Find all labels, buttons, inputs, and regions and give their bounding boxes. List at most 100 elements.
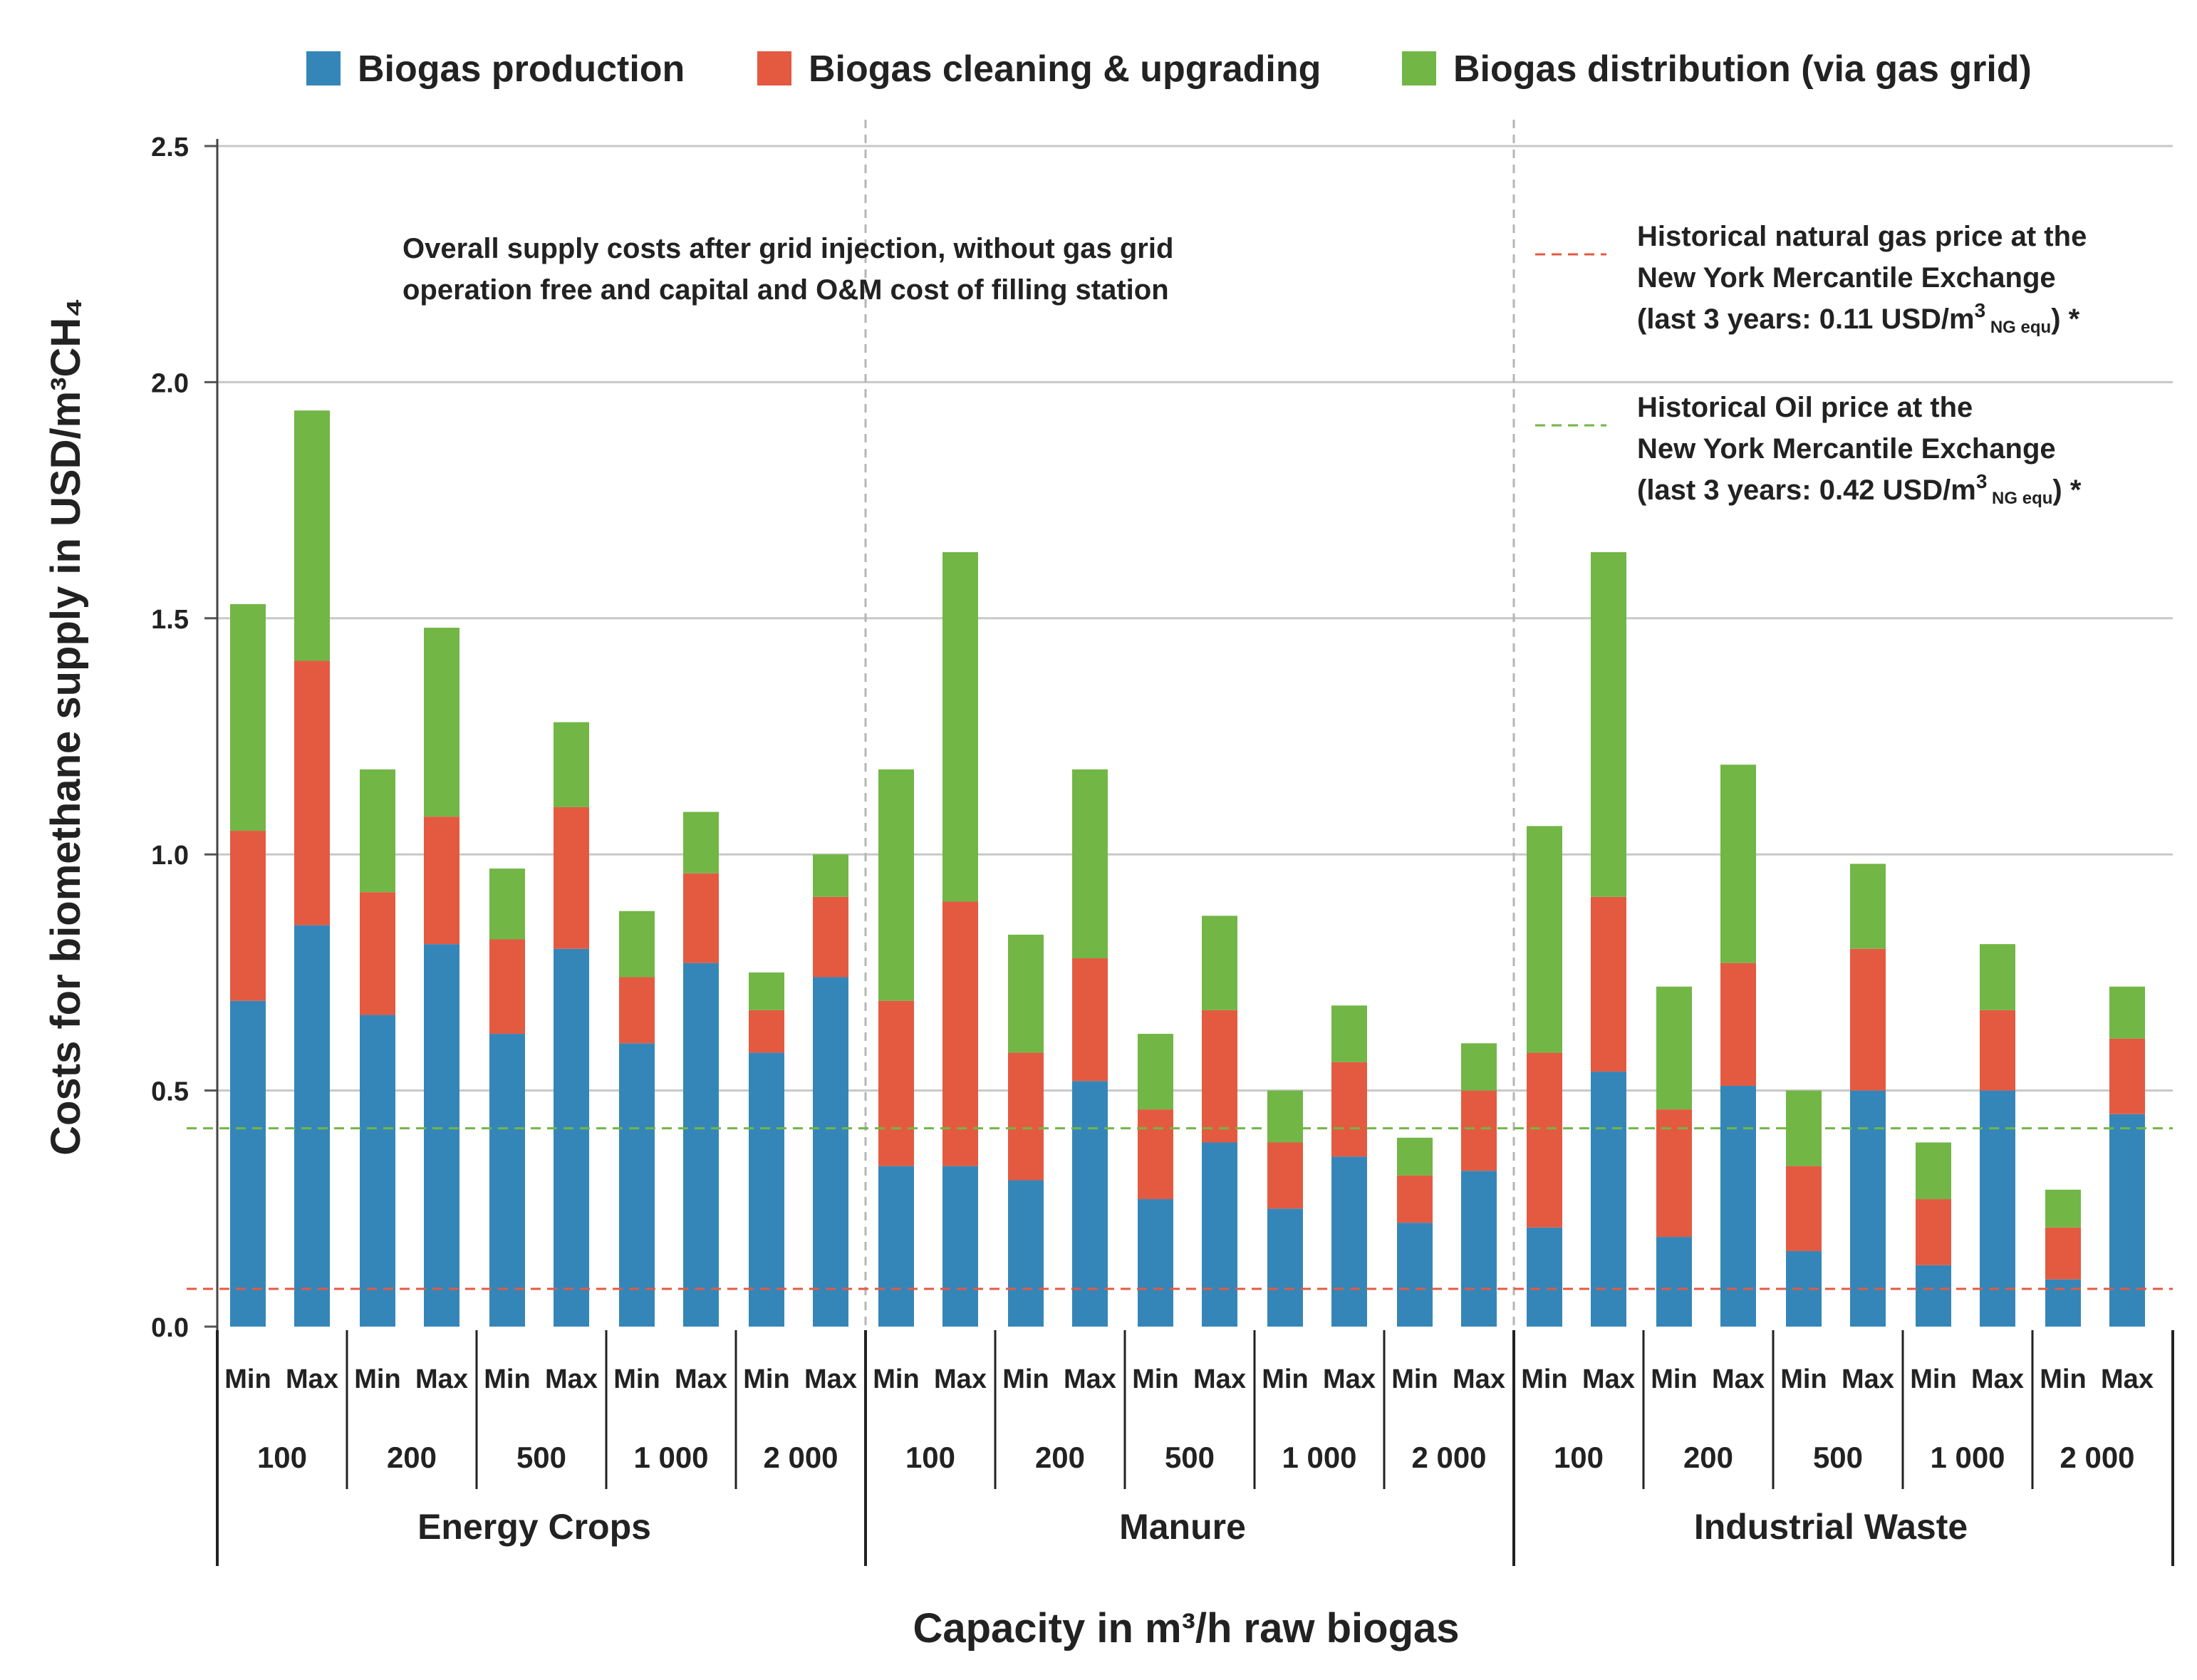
capacity-label: 200 xyxy=(1035,1441,1085,1474)
y-axis-title: Costs for biomethane supply in USD/m³CH₄ xyxy=(43,298,89,1156)
bar-segment-upgrading xyxy=(1656,1109,1692,1238)
minmax-label: Max xyxy=(804,1364,857,1394)
oil-price-label: Historical Oil price at the xyxy=(1637,392,1973,423)
bar-segment-distribution xyxy=(1916,1142,1951,1200)
bar-segment-upgrading xyxy=(1397,1175,1433,1223)
y-tick-label: 0.0 xyxy=(151,1313,189,1343)
capacity-label: 200 xyxy=(1683,1441,1733,1474)
minmax-label: Min xyxy=(743,1364,789,1394)
bar-segment-production xyxy=(1008,1180,1044,1327)
legend-label: Biogas distribution (via gas grid) xyxy=(1453,48,2032,90)
bar-segment-production xyxy=(1138,1199,1173,1327)
chart-annotation: Overall supply costs after grid injectio… xyxy=(402,233,1173,264)
bar-segment-upgrading xyxy=(1786,1166,1822,1251)
bar-segment-production xyxy=(230,1000,266,1327)
bar-segment-upgrading xyxy=(554,807,589,949)
bar-segment-upgrading xyxy=(942,901,978,1166)
bar-segment-production xyxy=(1591,1072,1626,1327)
bar-segment-upgrading xyxy=(749,1010,784,1053)
bar-segment-upgrading xyxy=(1850,948,1886,1091)
minmax-label: Max xyxy=(286,1364,338,1394)
capacity-label: 1 000 xyxy=(1930,1441,2005,1474)
bar-segment-distribution xyxy=(878,769,914,1001)
capacity-label: 500 xyxy=(1813,1441,1863,1474)
bar-segment-upgrading xyxy=(1072,958,1108,1082)
bar-segment-production xyxy=(749,1052,784,1327)
capacity-label: 2 000 xyxy=(763,1441,838,1474)
bar-segment-upgrading xyxy=(360,892,395,1015)
bar-segment-distribution xyxy=(2045,1189,2081,1228)
legend-swatch xyxy=(757,51,791,85)
bar-segment-distribution xyxy=(942,552,978,902)
bar-segment-distribution xyxy=(2109,986,2145,1039)
minmax-label: Max xyxy=(934,1364,987,1394)
bar-segment-distribution xyxy=(1720,764,1756,963)
bar-segment-upgrading xyxy=(230,831,266,1001)
bar-segment-upgrading xyxy=(1008,1052,1044,1181)
minmax-label: Min xyxy=(354,1364,400,1394)
minmax-label: Max xyxy=(1193,1364,1246,1394)
legend-swatch xyxy=(306,51,341,85)
bar-segment-upgrading xyxy=(813,896,848,978)
bar-segment-distribution xyxy=(1138,1034,1173,1110)
bar-segment-upgrading xyxy=(1591,896,1626,1072)
bar-segment-production xyxy=(489,1034,525,1327)
bar-segment-production xyxy=(360,1015,395,1327)
legend: Biogas production Biogas cleaning & upgra… xyxy=(306,48,2032,90)
bar-segment-distribution xyxy=(230,603,266,831)
minmax-label: Min xyxy=(1521,1364,1567,1394)
minmax-label: Min xyxy=(1002,1364,1049,1394)
bar-segment-production xyxy=(1461,1171,1497,1327)
legend-label: Biogas cleaning & upgrading xyxy=(809,48,1321,90)
bar-segment-distribution xyxy=(1527,826,1562,1053)
bar-segment-distribution xyxy=(813,854,848,897)
minmax-label: Max xyxy=(1323,1364,1376,1394)
bar-segment-distribution xyxy=(1397,1137,1433,1176)
capacity-label: 2 000 xyxy=(1411,1441,1486,1474)
bar-segment-upgrading xyxy=(1720,963,1756,1086)
grid-layer xyxy=(217,120,2173,1327)
bar-segment-production xyxy=(294,925,330,1327)
reference-lines-layer xyxy=(187,1127,2173,1290)
bar-segment-distribution xyxy=(619,911,655,978)
y-tick-label: 0.5 xyxy=(151,1077,189,1107)
bar-segment-upgrading xyxy=(2109,1038,2145,1114)
bar-segment-upgrading xyxy=(424,816,459,945)
bar-segment-production xyxy=(1397,1223,1433,1327)
axis-layer: 0.0 0.5 1.0 1.5 2.0 2.5 Min Max 100 Min Max 200 Min M… xyxy=(43,133,2174,1652)
minmax-label: Max xyxy=(1453,1364,1505,1394)
bar-segment-production xyxy=(1331,1156,1367,1327)
y-tick-label: 2.5 xyxy=(151,133,189,162)
minmax-label: Max xyxy=(545,1364,598,1394)
minmax-label: Min xyxy=(1262,1364,1308,1394)
bar-segment-upgrading xyxy=(1461,1090,1497,1171)
bar-segment-production xyxy=(1980,1090,2015,1327)
capacity-label: 500 xyxy=(1165,1441,1215,1474)
bar-segment-production xyxy=(1720,1085,1756,1327)
minmax-label: Max xyxy=(2101,1364,2154,1394)
bar-segment-distribution xyxy=(1461,1043,1497,1091)
bar-segment-production xyxy=(619,1043,655,1327)
minmax-label: Max xyxy=(1842,1364,1894,1394)
capacity-label: 100 xyxy=(257,1441,307,1474)
bar-segment-distribution xyxy=(489,868,525,940)
bar-segment-distribution xyxy=(424,628,459,817)
capacity-label: 1 000 xyxy=(633,1441,708,1474)
group-label: Manure xyxy=(1119,1507,1246,1547)
x-axis-title: Capacity in m³/h raw biogas xyxy=(913,1605,1459,1652)
minmax-label: Min xyxy=(224,1364,271,1394)
bar-segment-production xyxy=(2045,1279,2081,1327)
bar-segment-production xyxy=(2109,1114,2145,1327)
minmax-label: Min xyxy=(1391,1364,1438,1394)
bar-segment-production xyxy=(942,1166,978,1327)
bar-segment-distribution xyxy=(1656,986,1692,1110)
bar-segment-upgrading xyxy=(1527,1052,1562,1228)
bar-segment-upgrading xyxy=(878,1000,914,1166)
bar-segment-production xyxy=(813,977,848,1327)
natural-gas-price-label: (last 3 years: 0.11 USD/m3 NG equ) * xyxy=(1637,299,2080,337)
bar-segment-production xyxy=(554,948,589,1327)
bars-layer xyxy=(230,410,2145,1327)
bar-segment-distribution xyxy=(1008,934,1044,1053)
bar-segment-production xyxy=(1267,1208,1303,1327)
